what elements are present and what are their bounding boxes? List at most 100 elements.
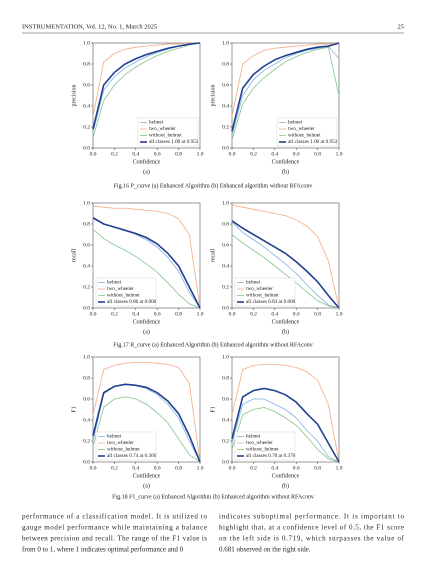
y-tick-label: 0.6 — [83, 242, 90, 248]
legend-label: two_wheeler — [107, 440, 134, 446]
y-tick-label: 0.8 — [222, 375, 229, 381]
y-tick-label: 0.2 — [83, 284, 90, 290]
y-tick-label: 0.4 — [222, 103, 229, 109]
series-line — [231, 363, 340, 463]
body-text-line: performance of a classification model. I… — [22, 513, 207, 521]
subfigure-label: (b) — [282, 328, 289, 335]
y-tick-label: 0.0 — [83, 305, 90, 311]
x-tick-label: 0.0 — [229, 465, 236, 471]
x-tick-label: 0.4 — [271, 151, 278, 157]
legend-label: all classes 0.83 at 0.000 — [246, 299, 296, 305]
y-tick-label: 1.0 — [222, 200, 229, 206]
x-tick-label: 0.2 — [111, 311, 118, 317]
y-tick-label: 1.0 — [222, 354, 229, 360]
y-tick-label: 0.0 — [83, 459, 90, 465]
x-tick-label: 0.2 — [111, 151, 118, 157]
x-tick-label: 0.2 — [250, 151, 257, 157]
series-line — [92, 205, 201, 309]
y-tick-label: 0.0 — [222, 459, 229, 465]
y-tick-label: 0.6 — [222, 242, 229, 248]
legend-box — [95, 431, 157, 461]
legend-box — [95, 277, 157, 307]
x-tick-label: 0.0 — [90, 311, 97, 317]
y-tick-label: 0.8 — [83, 221, 90, 227]
x-tick-label: 0.6 — [154, 151, 161, 157]
y-tick-label: 0.8 — [222, 61, 229, 67]
x-tick-label: 0.2 — [250, 311, 257, 317]
series-line — [231, 387, 340, 463]
legend-label: helmet — [246, 280, 261, 286]
x-tick-label: 0.8 — [314, 151, 321, 157]
x-tick-label: 0.4 — [132, 151, 139, 157]
y-tick-label: 0.2 — [222, 438, 229, 444]
series-line — [92, 383, 201, 463]
legend-box — [234, 277, 296, 307]
body-text-line: 0.681 observed on the right side. — [219, 546, 311, 554]
x-tick-label: 0.6 — [293, 311, 300, 317]
legend-label: all classes 0.70 at 0.376 — [246, 453, 296, 459]
legend-label: two_wheeler — [107, 286, 134, 292]
y-tick-label: 0.4 — [83, 103, 90, 109]
y-tick-label: 0.0 — [222, 145, 229, 151]
body-text-line: on the left side is 0.719, which surpass… — [219, 535, 405, 543]
x-tick-label: 0.8 — [175, 465, 182, 471]
legend-label: without_helmet — [149, 133, 182, 139]
y-axis-label: recall — [210, 249, 216, 263]
y-tick-label: 0.2 — [83, 438, 90, 444]
y-tick-label: 0.6 — [222, 396, 229, 402]
body-text-line: gauge model performance while maintainin… — [22, 524, 207, 532]
figure-caption: Fig.17 R_curve (a) Enhanced Algorithm (b… — [113, 341, 313, 348]
subfigure-label: (a) — [143, 482, 150, 489]
x-tick-label: 0.8 — [314, 311, 321, 317]
series-line — [231, 220, 340, 309]
series-line — [92, 396, 201, 463]
body-text-line: between precision and recall. The range … — [22, 535, 207, 543]
x-tick-label: 0.6 — [293, 151, 300, 157]
y-tick-label: 0.8 — [83, 61, 90, 67]
legend-label: all classes 0.74 at 0.366 — [107, 453, 157, 459]
body-text-line: indicates suboptimal performance. It is … — [219, 513, 405, 521]
y-axis-label: precision — [210, 85, 216, 107]
series-line — [231, 406, 340, 463]
x-axis-label: Confidence — [133, 472, 161, 479]
legend-label: without_helmet — [246, 447, 279, 453]
series-line — [92, 217, 201, 309]
x-tick-label: 0.0 — [229, 311, 236, 317]
plot-frame — [92, 42, 201, 149]
x-tick-label: 1.0 — [197, 151, 204, 157]
legend-label: two_wheeler — [246, 440, 273, 446]
y-tick-label: 0.2 — [83, 124, 90, 130]
series-line — [92, 42, 201, 130]
legend-box — [234, 431, 296, 461]
subfigure-label: (a) — [143, 328, 150, 335]
journal-header: INSTRUMENTATION, Vol. 12, No. 1, March 2… — [22, 23, 157, 30]
legend-label: without_helmet — [246, 293, 279, 299]
series-line — [92, 42, 201, 138]
x-tick-label: 0.6 — [293, 465, 300, 471]
x-tick-label: 1.0 — [336, 151, 343, 157]
series-line — [92, 228, 201, 309]
x-tick-label: 1.0 — [336, 465, 343, 471]
y-tick-label: 0.4 — [83, 263, 90, 269]
legend-label: without_helmet — [288, 133, 321, 139]
series-line — [92, 42, 200, 117]
page-number: 25 — [398, 23, 405, 30]
plot-frame — [231, 356, 340, 463]
x-tick-label: 1.0 — [197, 465, 204, 471]
series-line — [231, 234, 340, 309]
legend-label: two_wheeler — [246, 286, 273, 292]
x-tick-label: 0.6 — [154, 465, 161, 471]
plot-frame — [92, 356, 201, 463]
subfigure-label: (a) — [143, 168, 150, 175]
series-line — [92, 361, 201, 463]
y-tick-label: 0.2 — [222, 124, 229, 130]
plot-frame — [231, 202, 340, 309]
x-tick-label: 0.0 — [90, 465, 97, 471]
y-axis-label: recall — [71, 249, 77, 263]
legend-label: two_wheeler — [288, 126, 315, 132]
x-tick-label: 1.0 — [197, 311, 204, 317]
x-tick-label: 0.8 — [175, 151, 182, 157]
x-axis-label: Confidence — [272, 318, 300, 325]
x-tick-label: 0.2 — [250, 465, 257, 471]
